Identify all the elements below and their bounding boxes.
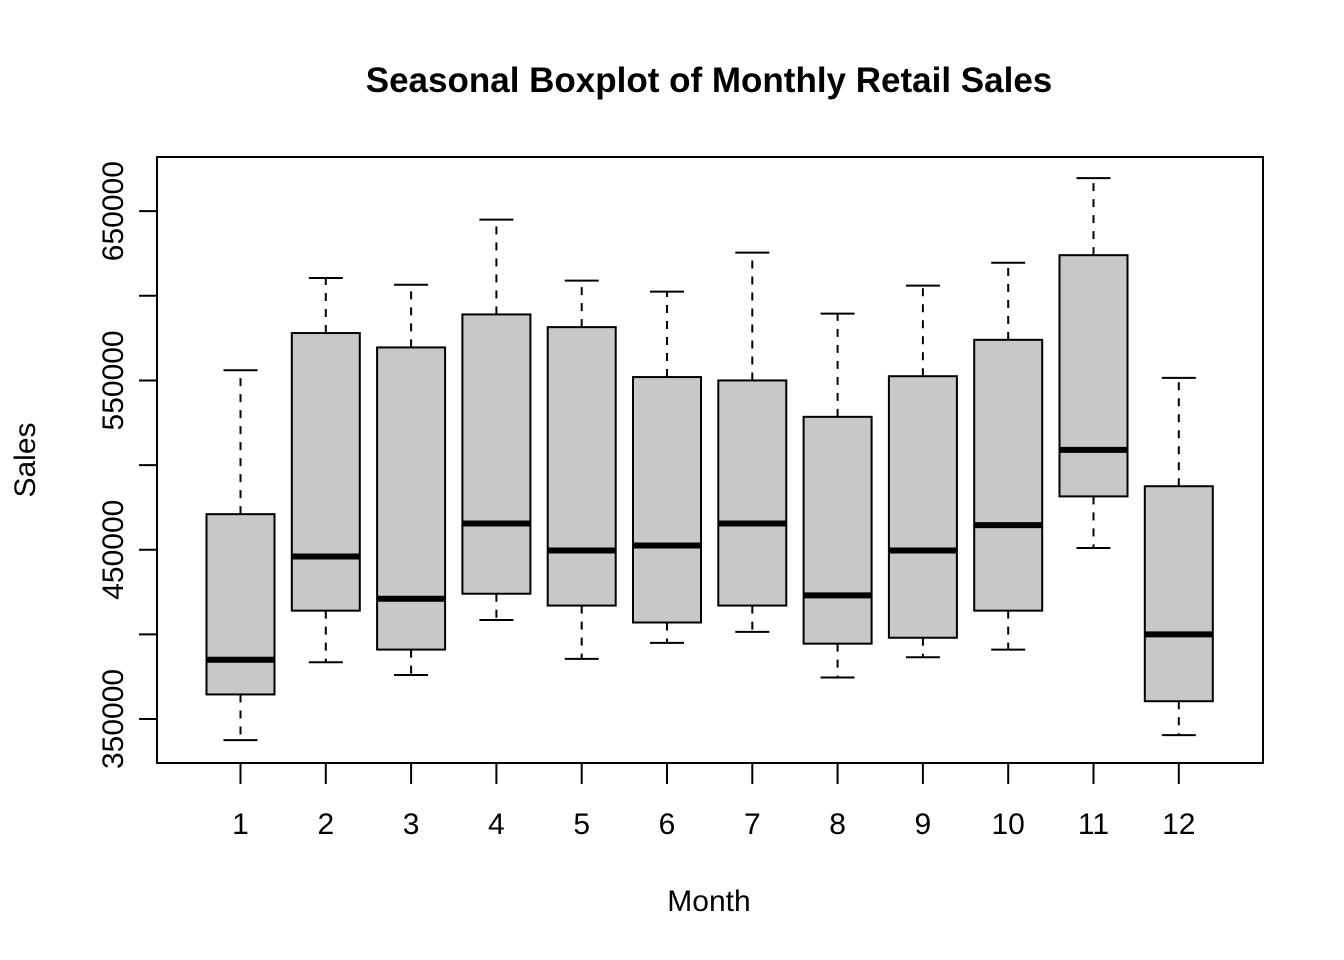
- x-tick-label: 1: [232, 808, 249, 841]
- x-tick-label: 2: [317, 808, 334, 841]
- iqr-box: [1058, 254, 1129, 498]
- box-month-7: [717, 251, 788, 633]
- x-tick-label: 10: [992, 808, 1025, 841]
- x-tick-label: 7: [744, 808, 761, 841]
- x-tick-label: 5: [573, 808, 590, 841]
- box-month-1: [205, 369, 276, 742]
- box-month-4: [461, 218, 532, 621]
- box-month-12: [1143, 376, 1214, 737]
- y-axis: 350000 450000 550000 650000: [97, 161, 157, 769]
- x-tick-label: 9: [915, 808, 932, 841]
- x-tick-label: 3: [403, 808, 420, 841]
- x-axis-label: Month: [667, 885, 750, 918]
- y-axis-label: Sales: [9, 422, 42, 497]
- box-month-10: [973, 261, 1044, 651]
- box-month-2: [290, 277, 361, 664]
- y-tick-label: 550000: [97, 330, 130, 430]
- box-month-3: [376, 283, 447, 676]
- iqr-box: [802, 415, 873, 645]
- y-tick-label: 350000: [97, 669, 130, 769]
- box-month-9: [887, 284, 958, 659]
- y-tick-label: 650000: [97, 161, 130, 261]
- x-axis: 1 2 3 4 5 6 7 8 9 10 11 12: [232, 763, 1195, 841]
- x-tick-label: 11: [1078, 808, 1109, 841]
- x-tick-label: 8: [829, 808, 846, 841]
- chart-title: Seasonal Boxplot of Monthly Retail Sales: [366, 61, 1053, 100]
- iqr-box: [376, 346, 447, 651]
- iqr-box: [1143, 485, 1214, 703]
- iqr-box: [887, 375, 958, 639]
- iqr-box: [717, 379, 788, 607]
- iqr-box: [546, 326, 617, 607]
- iqr-box: [632, 376, 702, 624]
- iqr-box: [290, 332, 361, 612]
- y-tick-label: 450000: [97, 500, 130, 600]
- box-series: [205, 177, 1214, 742]
- box-month-6: [632, 290, 702, 644]
- box-month-8: [802, 312, 873, 679]
- iqr-box: [461, 313, 532, 595]
- box-month-11: [1058, 177, 1129, 550]
- plot-frame: [156, 156, 1264, 764]
- x-tick-label: 6: [659, 808, 676, 841]
- x-tick-label: 12: [1162, 808, 1195, 841]
- box-month-5: [546, 279, 617, 660]
- iqr-box: [205, 513, 276, 696]
- x-tick-label: 4: [488, 808, 505, 841]
- iqr-box: [973, 338, 1044, 612]
